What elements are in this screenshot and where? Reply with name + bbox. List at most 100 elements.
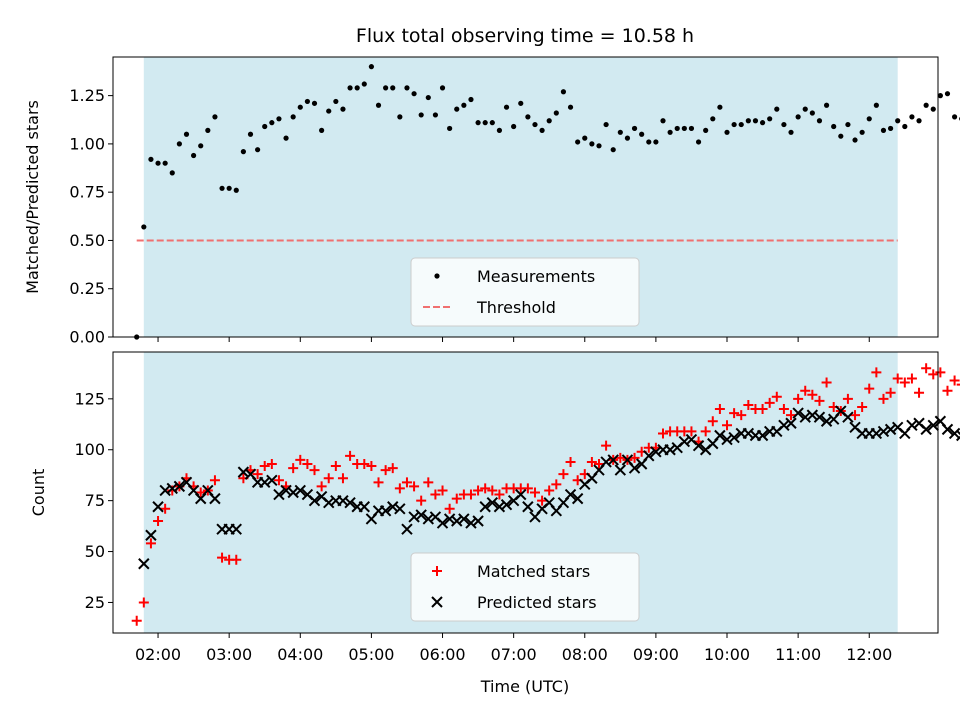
measurement-point [375, 102, 382, 108]
measurement-point [937, 93, 943, 99]
measurement-point [262, 123, 268, 130]
y-tick-label: 100 [74, 440, 105, 459]
predicted-star-point [145, 529, 157, 541]
predicted-star-point [138, 558, 150, 570]
matched-star-point [921, 363, 932, 374]
y-tick-label: 125 [74, 389, 105, 408]
predicted-star-point [806, 409, 819, 421]
measurement-point [233, 187, 239, 193]
measurement-point [674, 125, 680, 132]
predicted-star-point [522, 501, 534, 513]
measurement-point [255, 147, 261, 153]
matched-star-point [771, 391, 782, 402]
measurement-point [852, 137, 858, 143]
measurement-point [923, 102, 929, 108]
predicted-star-point [728, 431, 740, 444]
measurement-point [397, 114, 403, 120]
predicted-star-point [756, 429, 769, 442]
matched-star-point [778, 404, 789, 415]
predicted-star-point [230, 523, 242, 535]
matched-star-point [295, 454, 306, 465]
predicted-star-point [571, 492, 584, 505]
matched-star-point [309, 465, 320, 476]
matched-star-point [565, 456, 576, 467]
matched-star-point [387, 463, 398, 474]
predicted-star-point [820, 415, 833, 427]
predicted-star-point [799, 411, 811, 423]
measurement-point [944, 91, 951, 97]
measurement-point [603, 121, 609, 128]
measurement-point [269, 120, 275, 126]
measurement-point [667, 129, 673, 135]
measurement-point [781, 121, 787, 128]
measurement-point [951, 114, 958, 120]
predicted-star-point [209, 492, 221, 505]
measurement-point [219, 185, 225, 191]
predicted-star-point [614, 464, 627, 476]
measurement-point [895, 118, 901, 124]
plot-frame [112, 56, 939, 338]
matched-star-point [714, 404, 725, 415]
measurement-point [539, 127, 545, 133]
matched-star-point [707, 416, 718, 427]
matched-star-point [544, 485, 555, 496]
predicted-star-point [387, 501, 399, 513]
measurement-point [681, 125, 687, 132]
measurement-point [880, 127, 887, 133]
matched-star-point [757, 404, 768, 415]
legend-marker-predicted [431, 596, 443, 608]
y-axis-label: Count [29, 469, 48, 517]
matched-star-point [601, 440, 612, 451]
matched-star-point [145, 538, 156, 549]
predicted-star-point [607, 454, 619, 466]
bottom-panel: 25 50 75 100 125 02:00 03:00 04:00 05:00 06:00 07:… [29, 351, 960, 664]
measurement-point [247, 131, 254, 137]
measurement-point [212, 114, 218, 120]
predicted-star-point [465, 517, 477, 529]
predicted-star-point [166, 482, 178, 495]
predicted-star-point [486, 496, 499, 509]
measurement-point [304, 98, 310, 105]
matched-star-point [821, 377, 832, 388]
matched-star-point [764, 397, 775, 408]
measurement-point [745, 118, 751, 124]
top-panel: 0.00 0.25 0.50 0.75 1.00 1.25 Matched/Predicte… [23, 56, 960, 347]
predicted-star-point [358, 501, 371, 513]
matched-star-point [892, 373, 903, 384]
legend-marker-matched [432, 566, 442, 576]
measurement-point [887, 125, 894, 132]
measurement-point [788, 129, 794, 135]
measurement-point [283, 135, 289, 141]
matched-star-point [209, 475, 220, 486]
matched-star-point [380, 465, 391, 476]
matched-star-point [743, 399, 754, 410]
measurement-point [290, 114, 296, 120]
predicted-star-point [436, 517, 449, 529]
predicted-star-point [870, 427, 883, 440]
matched-star-point [850, 410, 861, 421]
matched-star-point [722, 420, 733, 431]
measurement-point [489, 120, 495, 126]
matched-star-point [288, 463, 299, 474]
predicted-star-point [443, 513, 456, 525]
legend-marker-measurements [434, 273, 440, 279]
matched-star-point [700, 426, 711, 437]
legend-label: Matched stars [477, 562, 590, 581]
legend-label: Measurements [477, 267, 595, 286]
matched-star-point [551, 479, 562, 490]
predicted-star-point [159, 484, 171, 497]
measurement-point [859, 129, 865, 135]
matched-star-point [871, 367, 882, 378]
measurement-point [162, 160, 168, 166]
matched-star-point [394, 483, 405, 494]
measurement-point [553, 110, 559, 116]
matched-star-point [138, 597, 149, 608]
matched-star-point [593, 458, 604, 469]
matched-star-point [273, 475, 284, 486]
y-tick-label: 1.25 [69, 86, 105, 105]
y-tick-label: 0.00 [69, 328, 105, 347]
y-tick-label: 25 [85, 593, 105, 612]
matched-star-point [231, 554, 242, 565]
matched-star-point [736, 410, 747, 421]
